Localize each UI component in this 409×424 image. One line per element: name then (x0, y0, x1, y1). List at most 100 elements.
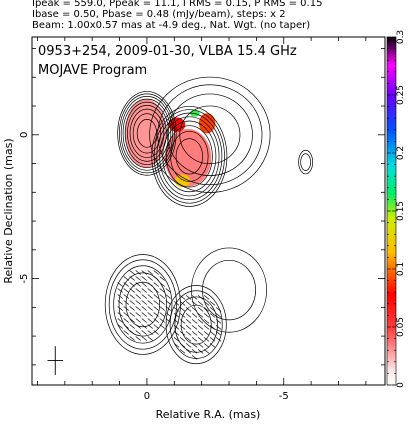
intensity-contour (165, 125, 213, 188)
evpa-vector (191, 337, 198, 342)
evpa-vector (159, 276, 165, 281)
intensity-contour (156, 112, 223, 201)
colorbar-tick-label: 0 (396, 382, 406, 388)
axis-ticks (32, 37, 385, 385)
evpa-vector (153, 300, 159, 305)
evpa-vector (185, 301, 192, 306)
evpa-vector (191, 355, 198, 360)
evpa-vector (129, 276, 135, 281)
evpa-vector (159, 324, 165, 329)
polarization-region (198, 113, 216, 134)
evpa-vector (173, 301, 180, 306)
evpa-vector (153, 276, 159, 281)
intensity-contour (157, 84, 263, 186)
intensity-contour (300, 153, 311, 171)
polarized-contour (165, 285, 227, 365)
evpa-vector (135, 330, 141, 335)
y-axis-label: Relative Declination (mas) (2, 138, 15, 283)
evpa-vector (191, 343, 198, 348)
evpa-vector (191, 319, 198, 324)
evpa-vector (197, 295, 204, 300)
polarized-contour (125, 281, 161, 328)
intensity-contour (129, 108, 165, 158)
evpa-vector (135, 312, 141, 317)
evpa-vector (153, 312, 159, 317)
evpa-vector (141, 300, 147, 305)
evpa-vector (147, 276, 153, 281)
evpa-vector (179, 301, 186, 306)
evpa-vector (191, 325, 198, 330)
evpa-vector (129, 294, 135, 299)
evpa-vector (141, 282, 147, 287)
evpa-vector (203, 349, 210, 354)
polarized-intensity-contours (104, 247, 267, 365)
evpa-vector (135, 300, 141, 305)
polarized-contour (169, 290, 223, 359)
evpa-vector (209, 307, 216, 312)
evpa-vector (209, 319, 216, 324)
polarized-contour (104, 254, 181, 355)
intensity-contour (153, 109, 225, 204)
evpa-vector (129, 318, 135, 323)
evpa-vector (123, 324, 129, 329)
intensity-contour (298, 149, 314, 175)
evpa-vector (185, 343, 192, 348)
evpa-vector (173, 343, 180, 348)
evpa-vector (117, 318, 123, 323)
evpa-vector (147, 306, 153, 311)
evpa-vector (123, 276, 129, 281)
evpa-vector (197, 307, 204, 312)
evpa-vector (179, 337, 186, 342)
evpa-vector (135, 306, 141, 311)
stats-line-base: Ibase = 0.50, Pbase = 0.48 (mJy/beam), s… (32, 9, 286, 20)
evpa-vector (185, 295, 192, 300)
evpa-vector (147, 300, 153, 305)
evpa-vector (185, 319, 192, 324)
evpa-vector (147, 288, 153, 293)
evpa-vector (117, 324, 123, 329)
evpa-vector (165, 306, 171, 311)
evpa-vector (173, 307, 180, 312)
evpa-vector (173, 313, 180, 318)
polarized-contour (113, 265, 173, 344)
x-tick-label: -5 (279, 391, 289, 402)
evpa-vector (117, 288, 123, 293)
evpa-vector (123, 300, 129, 305)
evpa-vector (147, 318, 153, 323)
evpa-vector (179, 313, 186, 318)
evpa-vector (129, 306, 135, 311)
evpa-vector (179, 295, 186, 300)
evpa-vector (185, 307, 192, 312)
evpa-vector (123, 318, 129, 323)
intensity-contour (127, 105, 167, 162)
evpa-vector (179, 349, 186, 354)
evpa-vector (191, 313, 198, 318)
evpa-vector (117, 294, 123, 299)
evpa-vector (135, 288, 141, 293)
beam-info-line: Beam: 1.00x0.57 mas at -4.9 deg., Nat. W… (32, 20, 311, 31)
evpa-vector (215, 319, 222, 324)
intensity-contour (159, 116, 220, 197)
evpa-vector (209, 331, 216, 336)
polarization-region (174, 174, 191, 188)
evpa-vector (185, 331, 192, 336)
evpa-vector (197, 313, 204, 318)
evpa-vector (179, 325, 186, 330)
evpa-vector (203, 319, 210, 324)
evpa-vector (197, 301, 204, 306)
evpa-vector (197, 349, 204, 354)
evpa-vector (129, 324, 135, 329)
intensity-contour (166, 93, 253, 176)
evpa-vector (215, 313, 222, 318)
evpa-vector (135, 270, 141, 275)
evpa-vector (159, 288, 165, 293)
evpa-vector (141, 324, 147, 329)
colorbar-tick-label: 0.3 (396, 30, 406, 44)
evpa-vector (159, 294, 165, 299)
polarization-region (164, 129, 212, 187)
evpa-vector (153, 270, 159, 275)
evpa-vector (197, 343, 204, 348)
evpa-vector (141, 270, 147, 275)
evpa-vector (129, 330, 135, 335)
evpa-vector (141, 294, 147, 299)
